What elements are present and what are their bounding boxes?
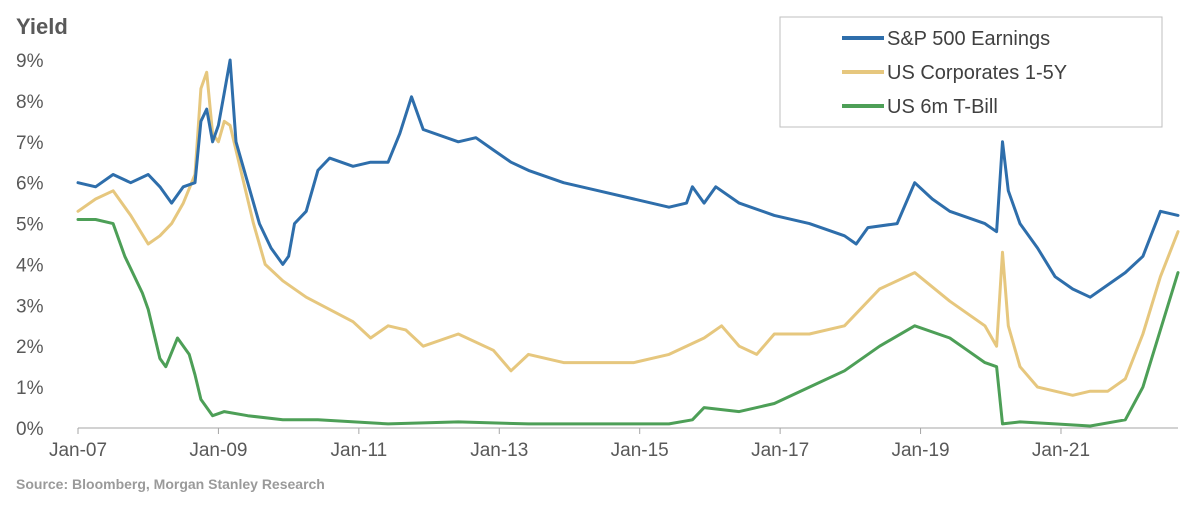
series-line-1	[76, 58, 1180, 299]
x-axis-ticks: Jan-07 Jan-09 Jan-11 Jan-13 Jan-15 Jan-17 Jan-…	[49, 428, 1090, 461]
y-tick-label: 3%	[16, 296, 44, 317]
series-line-2	[76, 70, 1180, 397]
y-tick-label: 8%	[16, 92, 44, 113]
series-layer	[76, 58, 1180, 428]
x-tick-label: Jan-11	[331, 440, 388, 461]
x-tick-label: Jan-07	[49, 440, 107, 461]
y-axis-ticks: 0% 1% 2% 3% 4% 5% 6% 7% 8% 9%	[16, 51, 44, 440]
legend-label: S&P 500 Earnings	[887, 28, 1050, 50]
series-line-3	[76, 218, 1180, 428]
legend: S&P 500 Earnings US Corporates 1-5Y US 6m …	[779, 16, 1163, 128]
y-axis-title: Yield	[16, 14, 68, 39]
x-tick-label: Jan-09	[189, 440, 247, 461]
x-tick-label: Jan-19	[891, 440, 949, 461]
x-tick-label: Jan-15	[611, 440, 669, 461]
y-tick-label: 4%	[16, 255, 44, 276]
y-tick-label: 7%	[16, 133, 44, 154]
x-tick-label: Jan-17	[751, 440, 809, 461]
legend-label: US 6m T-Bill	[887, 96, 998, 118]
x-tick-label: Jan-21	[1032, 440, 1090, 461]
y-tick-label: 6%	[16, 174, 44, 195]
y-tick-label: 1%	[16, 378, 44, 399]
x-tick-label: Jan-13	[470, 440, 528, 461]
y-tick-label: 2%	[16, 337, 44, 358]
y-tick-label: 0%	[16, 419, 44, 440]
legend-label: US Corporates 1-5Y	[887, 62, 1067, 84]
y-tick-label: 5%	[16, 215, 44, 236]
source-note: Source: Bloomberg, Morgan Stanley Resear…	[16, 476, 325, 492]
y-tick-label: 9%	[16, 51, 44, 72]
